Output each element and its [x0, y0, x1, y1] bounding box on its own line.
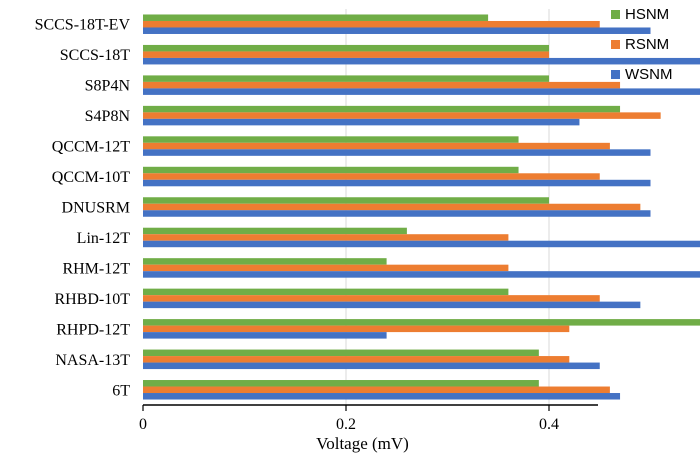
bar-hsnm: [143, 349, 539, 357]
category-label: RHM-12T: [62, 260, 130, 277]
legend-swatch-rsnm: [611, 40, 620, 49]
bar-wsnm: [143, 301, 641, 309]
bar-rsnm: [143, 173, 600, 180]
bar-wsnm: [143, 118, 580, 126]
bar-wsnm: [143, 149, 651, 156]
category-label: NASA-13T: [55, 352, 130, 369]
bar-rsnm: [143, 386, 610, 394]
x-tick-label: 0.2: [336, 416, 356, 433]
category-label: S8P4N: [85, 78, 131, 95]
bar-wsnm: [143, 271, 700, 278]
bar-rsnm: [143, 81, 621, 89]
category-label: S4P8N: [85, 108, 131, 125]
bar-rsnm: [143, 112, 661, 119]
legend-swatch-wsnm: [611, 70, 620, 79]
bar-hsnm: [143, 75, 549, 82]
category-labels: 6T NASA-13T RHPD-12T RHBD-10T RHM-12T Lin-12T…: [35, 17, 131, 400]
bar-hsnm: [143, 227, 407, 235]
bar-rsnm: [143, 51, 549, 58]
x-tick-label: 0.4: [539, 416, 559, 433]
category-label: DNUSRM: [62, 200, 130, 217]
bar-wsnm: [143, 57, 700, 65]
bar-hsnm: [143, 166, 519, 174]
bar-rsnm: [143, 325, 570, 333]
x-tick-label: 0: [139, 416, 147, 433]
bar-wsnm: [143, 362, 600, 370]
category-label: 6T: [112, 382, 130, 399]
bar-hsnm: [143, 258, 387, 265]
legend-label-rsnm: RSNM: [625, 36, 669, 53]
bar-rsnm: [143, 20, 600, 28]
legend-label-hsnm: HSNM: [625, 6, 669, 23]
legend-label-wsnm: WSNM: [625, 66, 673, 83]
bar-wsnm: [143, 393, 621, 400]
bar-wsnm: [143, 179, 651, 187]
bar-hsnm: [143, 44, 549, 52]
category-label: RHBD-10T: [54, 291, 130, 308]
bars-group: [143, 14, 700, 400]
bar-wsnm: [143, 210, 651, 217]
bar-rsnm: [143, 142, 610, 150]
bar-wsnm: [143, 88, 700, 95]
bar-rsnm: [143, 356, 570, 363]
x-axis-title: Voltage (mV): [316, 434, 409, 453]
legend: HSNM RSNM WSNM: [611, 6, 673, 83]
bar-rsnm: [143, 234, 509, 241]
bar-hsnm: [143, 197, 549, 204]
category-label: QCCM-12T: [52, 139, 130, 156]
category-label: SCCS-18T-EV: [35, 17, 131, 34]
bar-hsnm: [143, 319, 700, 326]
category-label: QCCM-10T: [52, 169, 130, 186]
x-axis-ticks: 00.20.40.60.8: [139, 405, 559, 433]
bar-rsnm: [143, 295, 600, 302]
bar-hsnm: [143, 14, 489, 21]
category-label: Lin-12T: [77, 230, 131, 247]
bar-rsnm: [143, 203, 641, 211]
bar-wsnm: [143, 27, 651, 34]
category-label: RHPD-12T: [56, 321, 130, 338]
bar-hsnm: [143, 105, 621, 113]
bar-rsnm: [143, 264, 509, 272]
bar-hsnm: [143, 136, 519, 143]
bar-hsnm: [143, 288, 509, 296]
bar-hsnm: [143, 380, 539, 387]
category-label: SCCS-18T: [60, 47, 130, 64]
bar-wsnm: [143, 332, 387, 339]
legend-swatch-hsnm: [611, 10, 620, 19]
bar-wsnm: [143, 240, 700, 248]
